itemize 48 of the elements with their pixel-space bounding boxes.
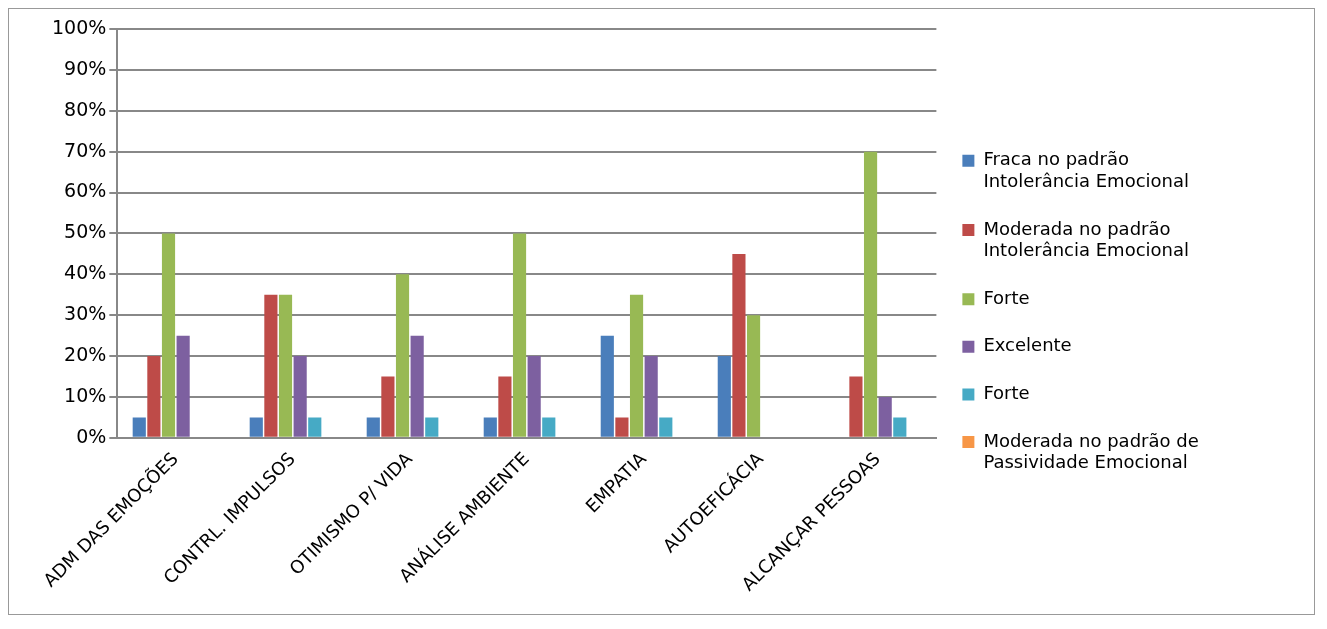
legend-label: Forte [983,382,1030,404]
bar [878,396,892,437]
y-tick-label: 80% [64,97,107,120]
bar [308,417,322,437]
bar [264,294,278,437]
bar [863,151,878,437]
bar [644,356,658,437]
bar [629,294,644,437]
y-tick-label: 20% [64,343,107,366]
bar [849,376,863,437]
bar [746,315,761,437]
bar [147,356,161,437]
bar [395,274,410,437]
y-tick-label: 70% [64,138,107,161]
bar [527,356,541,437]
bar [249,417,263,437]
bar [410,335,424,437]
y-tick-label: 30% [64,302,107,325]
legend-label: Moderada no padrão de Passividade Emocional [983,429,1199,473]
bar [366,417,380,437]
y-tick-label: 0% [76,424,107,447]
bar [293,356,307,437]
legend-label: Excelente [983,334,1072,356]
y-tick-label: 100% [51,15,107,38]
bar [732,253,746,437]
y-tick-label: 50% [64,220,107,243]
bar [542,417,556,437]
bar [659,417,673,437]
y-tick-label: 10% [64,383,107,406]
y-tick-label: 60% [64,179,107,202]
bar [132,417,146,437]
bar [512,233,527,437]
bar [161,233,176,437]
bar [483,417,497,437]
legend-label: Moderada no padrão Intolerância Emocional [983,217,1189,261]
y-tick-label: 40% [64,261,107,284]
bar [615,417,629,437]
bar [717,356,731,437]
bar [176,335,190,437]
bar [381,376,395,437]
legend-label: Forte [983,286,1030,308]
bar [278,294,293,437]
bar [425,417,439,437]
bar [600,335,614,437]
legend-label: Fraca no padrão Intolerância Emocional [983,148,1189,192]
bar [893,417,907,437]
bar [498,376,512,437]
y-tick-label: 90% [64,56,107,79]
